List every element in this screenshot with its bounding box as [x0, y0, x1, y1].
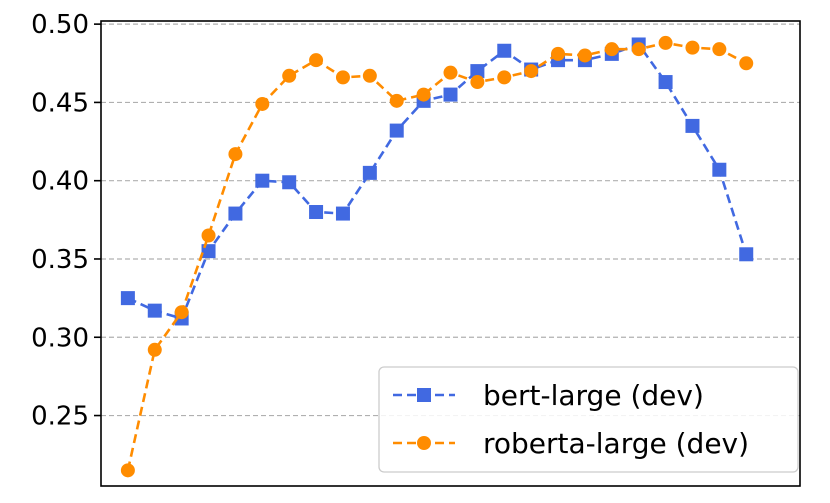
- legend-label: roberta-large (dev): [483, 427, 749, 460]
- data-point: [228, 147, 243, 162]
- data-point: [120, 463, 135, 478]
- y-tick-label: 0.30: [31, 323, 89, 353]
- data-point: [577, 48, 592, 63]
- legend-item: bert-large (dev): [393, 379, 704, 412]
- data-point: [174, 305, 189, 320]
- legend-square-marker: [417, 388, 431, 402]
- data-point: [282, 175, 297, 190]
- data-point: [658, 35, 673, 50]
- y-tick-label: 0.50: [31, 10, 89, 40]
- y-tick-label: 0.40: [31, 167, 89, 197]
- data-point: [685, 118, 700, 133]
- data-point: [335, 70, 350, 85]
- data-point: [309, 53, 324, 68]
- grid-lines: [101, 23, 800, 417]
- data-point: [389, 123, 404, 138]
- data-point: [335, 206, 350, 221]
- data-point: [631, 42, 646, 57]
- series-line: [126, 41, 747, 471]
- data-point: [470, 75, 485, 90]
- data-point: [389, 93, 404, 108]
- series-line: [127, 42, 748, 321]
- y-tick-label: 0.45: [31, 88, 89, 118]
- data-point: [362, 68, 377, 83]
- legend: bert-large (dev) roberta-large (dev): [378, 366, 799, 473]
- legend-box: [378, 366, 799, 473]
- data-point: [604, 42, 619, 57]
- series-layer: [120, 35, 754, 478]
- legend-circle-marker: [417, 436, 431, 450]
- data-point: [443, 87, 458, 102]
- data-point: [255, 96, 270, 111]
- data-point: [120, 291, 135, 306]
- data-point: [739, 56, 754, 71]
- legend-label: bert-large (dev): [483, 379, 704, 412]
- data-point: [362, 165, 377, 180]
- data-point: [443, 65, 458, 80]
- data-point: [470, 64, 485, 79]
- y-tick-label: 0.35: [31, 245, 89, 275]
- plot-frame: [100, 20, 801, 487]
- data-point: [712, 162, 727, 177]
- data-point: [658, 75, 673, 90]
- data-point: [497, 70, 512, 85]
- y-axis: 0.25 0.30 0.35 0.40 0.45 0.50: [31, 10, 101, 432]
- data-point: [228, 206, 243, 221]
- data-point: [309, 205, 324, 220]
- data-point: [712, 42, 727, 57]
- legend-item: roberta-large (dev): [393, 427, 749, 460]
- y-tick-label: 0.25: [31, 402, 89, 432]
- data-point: [497, 43, 512, 58]
- data-point: [551, 46, 566, 61]
- data-point: [147, 303, 162, 318]
- data-point: [739, 247, 754, 262]
- series-bert-large: [120, 37, 754, 326]
- data-point: [524, 64, 539, 79]
- data-point: [255, 173, 270, 188]
- series-roberta-large: [120, 35, 754, 478]
- data-point: [416, 87, 431, 102]
- data-point: [282, 68, 297, 83]
- data-point: [147, 342, 162, 357]
- data-point: [201, 228, 216, 243]
- data-point: [685, 40, 700, 55]
